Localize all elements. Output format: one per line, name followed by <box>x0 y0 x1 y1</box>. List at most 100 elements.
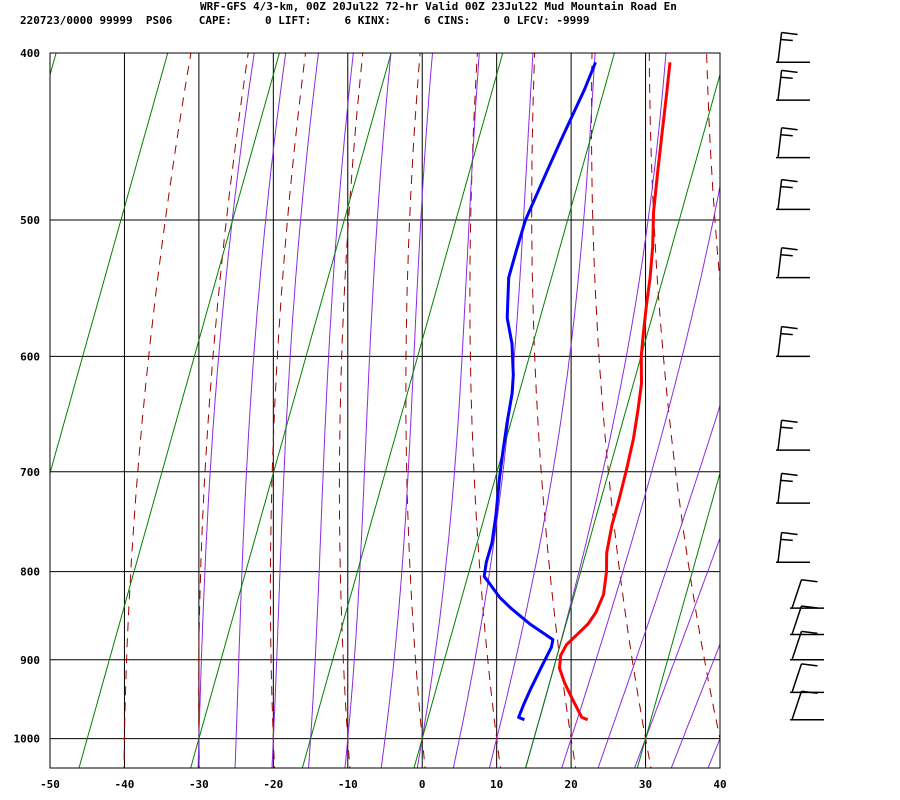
wind-barb <box>791 663 803 693</box>
moist-adiabat-line <box>416 53 480 768</box>
wind-barb-flag <box>780 538 793 542</box>
wind-barb-flag <box>781 419 798 424</box>
wind-barb-flag <box>801 605 818 609</box>
dry-adiabat-line <box>338 53 364 768</box>
dry-adiabat-line <box>591 53 652 768</box>
wind-barb-flag <box>781 69 798 74</box>
wind-barb-flag <box>781 325 798 330</box>
wind-barb <box>777 70 783 101</box>
y-axis-ticks: 400 500 600 700 800 900 1000 <box>14 47 41 746</box>
wind-barb <box>791 605 803 635</box>
wind-barb <box>777 420 783 451</box>
y-tick-label: 1000 <box>14 733 41 746</box>
x-tick-label: 10 <box>490 778 503 791</box>
x-tick-label: 30 <box>639 778 652 791</box>
wind-barb-flag <box>801 663 818 667</box>
y-tick-label: 800 <box>20 566 40 579</box>
dry-adiabat-line <box>198 53 249 768</box>
wind-barb <box>791 691 803 720</box>
dry-adiabat-line <box>820 34 900 775</box>
wind-barb-flag <box>780 479 793 483</box>
wind-barb <box>791 579 803 609</box>
moist-adiabat-line <box>380 53 434 768</box>
mixing-ratio-line <box>747 34 900 775</box>
moist-adiabat-line <box>271 53 320 768</box>
x-tick-label: -50 <box>40 778 60 791</box>
background-lines <box>50 34 900 775</box>
dry-adiabat-line <box>269 53 307 768</box>
mixing-ratio-line <box>525 72 720 768</box>
sounding-profiles <box>482 61 672 722</box>
wind-barb-flag <box>780 38 793 42</box>
dry-adiabat-line <box>763 34 879 775</box>
x-tick-label: 0 <box>419 778 426 791</box>
wind-barb-flag <box>780 332 793 336</box>
wind-barb-flag <box>780 253 793 257</box>
plot-frame <box>49 52 721 769</box>
moist-adiabat-line <box>452 53 534 768</box>
x-tick-label: -40 <box>115 778 135 791</box>
wind-barbs <box>776 31 824 721</box>
moist-adiabat-line <box>344 53 392 768</box>
wind-barb-flag <box>781 127 798 131</box>
mixing-ratio-line <box>636 471 720 768</box>
wind-barb-flag <box>781 247 798 251</box>
wind-barb-flag <box>781 178 798 183</box>
wind-barb-flag <box>780 134 793 137</box>
mixing-ratio-line <box>413 53 615 768</box>
dry-adiabat-line <box>706 53 720 287</box>
wind-barb <box>777 179 783 210</box>
wind-barb-flag <box>780 426 793 429</box>
dry-adiabat-line <box>405 53 426 768</box>
x-axis-ticks: -50 -40 -30 -20 -10 0 10 20 30 40 <box>40 778 727 791</box>
moist-adiabat-line <box>670 642 720 768</box>
grid-lines <box>49 52 721 768</box>
dry-adiabat-line <box>123 53 192 768</box>
moist-adiabat-line <box>308 53 354 768</box>
moist-adiabat-line <box>634 536 720 768</box>
y-tick-label: 500 <box>20 214 40 227</box>
x-tick-label: 40 <box>713 778 726 791</box>
mixing-ratio-line <box>190 53 392 768</box>
dry-adiabat-line <box>877 34 900 775</box>
dry-adiabat-line <box>531 53 577 768</box>
y-tick-label: 700 <box>20 466 40 479</box>
wind-barb-flag <box>780 76 793 80</box>
mixing-ratio-line <box>50 53 169 476</box>
wind-barb <box>777 473 783 504</box>
moist-adiabat-line <box>197 53 255 768</box>
wind-barb <box>791 631 803 661</box>
x-tick-label: -10 <box>338 778 358 791</box>
x-tick-label: 20 <box>564 778 577 791</box>
wind-barb-flag <box>801 578 818 583</box>
wind-barb <box>777 247 783 278</box>
wind-barb <box>777 326 783 357</box>
y-tick-label: 900 <box>20 654 40 667</box>
dewpoint-profile <box>482 61 597 722</box>
wind-barb <box>777 532 783 563</box>
wind-barb <box>777 32 783 63</box>
dry-adiabat-line <box>469 53 502 768</box>
x-tick-label: -20 <box>263 778 283 791</box>
temperature-profile <box>558 62 672 722</box>
moist-adiabat-line <box>597 404 720 768</box>
moist-adiabat-line <box>488 53 596 768</box>
chart-title: WRF-GFS 4/3-km, 00Z 20Jul22 72-hr Valid … <box>200 0 677 13</box>
wind-barb-flag <box>780 185 793 189</box>
wind-barb-flag <box>781 31 798 36</box>
wind-barb-flag <box>781 531 798 536</box>
y-tick-label: 600 <box>20 350 40 363</box>
mixing-ratio-line <box>859 34 900 775</box>
sounding-indices: 220723/0000 99999 PS06 CAPE: 0 LIFT: 6 K… <box>20 14 590 27</box>
mixing-ratio-line <box>78 53 280 768</box>
moist-adiabat-line <box>234 53 287 768</box>
wind-barb-flag <box>781 472 798 477</box>
wind-barb <box>777 127 783 158</box>
wind-barb-flag <box>801 630 818 635</box>
y-tick-label: 400 <box>20 47 40 60</box>
moist-adiabat-line <box>561 183 720 768</box>
wind-barb-flag <box>801 690 818 694</box>
mixing-ratio-line <box>301 53 504 768</box>
x-tick-label: -30 <box>189 778 209 791</box>
